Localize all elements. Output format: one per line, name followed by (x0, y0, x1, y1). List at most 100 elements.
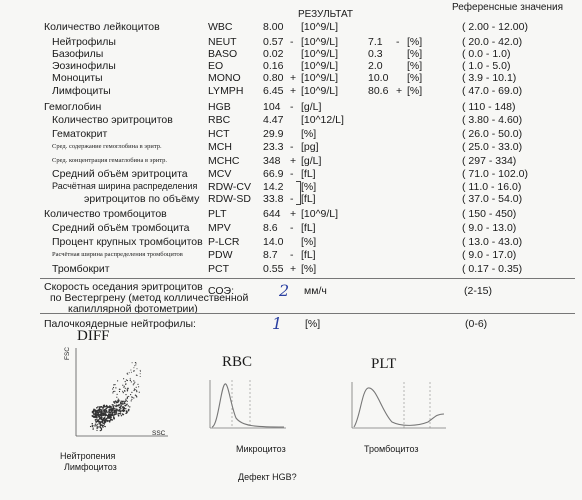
diff-scatter-point (119, 406, 122, 408)
diff-scatter-point (100, 411, 102, 413)
row-mcv-code: MCV (208, 168, 232, 180)
diff-scatter-point (112, 414, 114, 416)
diff-scatter-point (119, 411, 122, 413)
diff-scatter-point (108, 405, 111, 407)
diff-scatter-point (126, 372, 128, 374)
diff-scatter-point (122, 413, 125, 416)
diff-scatter-point (97, 412, 99, 415)
row-rbc-code: RBC (208, 114, 231, 126)
diff-scatter-point (112, 401, 115, 403)
diff-scatter-point (133, 370, 135, 372)
diff-scatter-point (96, 429, 98, 431)
esr-label-3: капиллярной фотометрии) (68, 303, 198, 315)
diff-scatter-point (111, 419, 114, 421)
diff-scatter-point (107, 406, 109, 408)
diff-scatter-point (103, 409, 106, 411)
diff-scatter-point (133, 367, 135, 369)
rdw-bracket (296, 181, 301, 205)
diff-scatter-point (123, 378, 125, 380)
diff-scatter-point (108, 413, 110, 416)
row-mchc-ref: ( 297 - 334) (462, 155, 517, 167)
diff-scatter-point (120, 400, 122, 402)
diff-scatter-point (115, 387, 117, 389)
diff-scatter-point (99, 421, 101, 424)
diff-scatter-point (126, 397, 128, 400)
diff-scatter-point (134, 389, 136, 391)
diff-scatter-point (101, 420, 104, 422)
row-mchc-value: 348 (263, 155, 281, 167)
diff-scatter-point (121, 413, 123, 415)
diff-scatter-point (92, 428, 94, 430)
diff-scatter-point (113, 384, 115, 386)
diff-scattergram (75, 348, 168, 437)
diff-scatter-point (101, 416, 103, 418)
diff-scatter-point (124, 381, 126, 383)
diff-scatter-point (118, 404, 120, 406)
row-plt-name: Количество тромбоцитов (44, 208, 167, 220)
row-mpv-flag: - (290, 222, 294, 234)
diff-scatter-point (126, 411, 128, 413)
diff-scatter-point (99, 413, 102, 415)
row-mch-unit: [pg] (301, 141, 319, 153)
row-lymph-value: 6.45 (263, 85, 284, 97)
diff-scatter-point (135, 395, 137, 397)
diff-scatter-point (114, 384, 116, 386)
row-plt-code: PLT (208, 208, 227, 220)
row-rdw-cv-code: RDW-CV (208, 181, 251, 193)
diff-scatter-point (96, 416, 98, 419)
diff-scatter-point (112, 404, 114, 406)
row-mchc-flag: + (290, 155, 297, 167)
diff-scatter-point (105, 417, 108, 420)
row-lymph-pct: 80.6 (368, 85, 389, 97)
diff-scatter-point (113, 414, 116, 416)
diff-scatter-point (104, 426, 106, 428)
diff-scatter-point (100, 426, 102, 428)
diff-scatter-point (115, 410, 118, 412)
diff-scatter-point (128, 372, 130, 374)
row-neut-code: NEUT (208, 36, 237, 48)
diff-scatter-point (97, 411, 99, 413)
row-hgb-name: Гемоглобин (44, 101, 102, 113)
row-neut-unit: [10^9/L] (301, 36, 339, 48)
esr-label-1: Скорость оседания эритроцитов (44, 281, 203, 293)
diff-scatter-point (132, 384, 134, 386)
diff-scatter-point (126, 379, 128, 382)
row-hgb-unit: [g/L] (301, 101, 322, 113)
diff-scatter-point (123, 402, 126, 405)
row-hgb-value: 104 (263, 101, 281, 113)
diff-scatter-point (126, 403, 128, 405)
diff-scatter-point (116, 405, 118, 407)
diff-scatter-point (120, 408, 122, 410)
row-pdw-ref: ( 9.0 - 17.0) (462, 249, 517, 261)
row-rdw-cv-unit: [%] (301, 181, 317, 193)
row-pct-unit: [%] (301, 263, 317, 275)
diff-scatter-point (136, 375, 138, 376)
diff-scatter-point (97, 419, 100, 421)
diff-scatter-point (112, 390, 114, 393)
row-neut-name: Нейтрофилы (52, 36, 116, 48)
diff-scatter-point (100, 408, 102, 411)
diff-scatter-point (135, 386, 137, 388)
diff-scatter-point (91, 411, 94, 414)
diff-scatter-point (97, 406, 99, 408)
diff-scatter-point (98, 409, 100, 411)
row-baso-ref: ( 0.0 - 1.0) (462, 48, 511, 60)
diff-scatter-point (96, 407, 98, 409)
diff-scatter-point (122, 390, 124, 392)
row-mchc-code: MCHC (208, 155, 240, 167)
diff-scatter-point (123, 385, 125, 387)
diff-scatter-point (131, 396, 134, 398)
row-lymph-ref: ( 47.0 - 69.0) (462, 85, 523, 97)
row-mch-flag: - (290, 141, 294, 153)
band-unit: [%] (305, 318, 321, 330)
diff-scatter-point (98, 416, 101, 418)
diff-scatter-point (131, 391, 133, 393)
row-rdw-sd-unit: [fL] (301, 193, 316, 205)
diff-scatter-point (92, 415, 94, 417)
row-mono-pct: 10.0 (368, 72, 389, 84)
diff-scatter-point (101, 424, 103, 426)
diff-scatter-point (136, 389, 138, 391)
diff-scatter-point (136, 391, 138, 393)
diff-scatter-point (102, 426, 104, 428)
diff-scatter-point (112, 388, 114, 390)
